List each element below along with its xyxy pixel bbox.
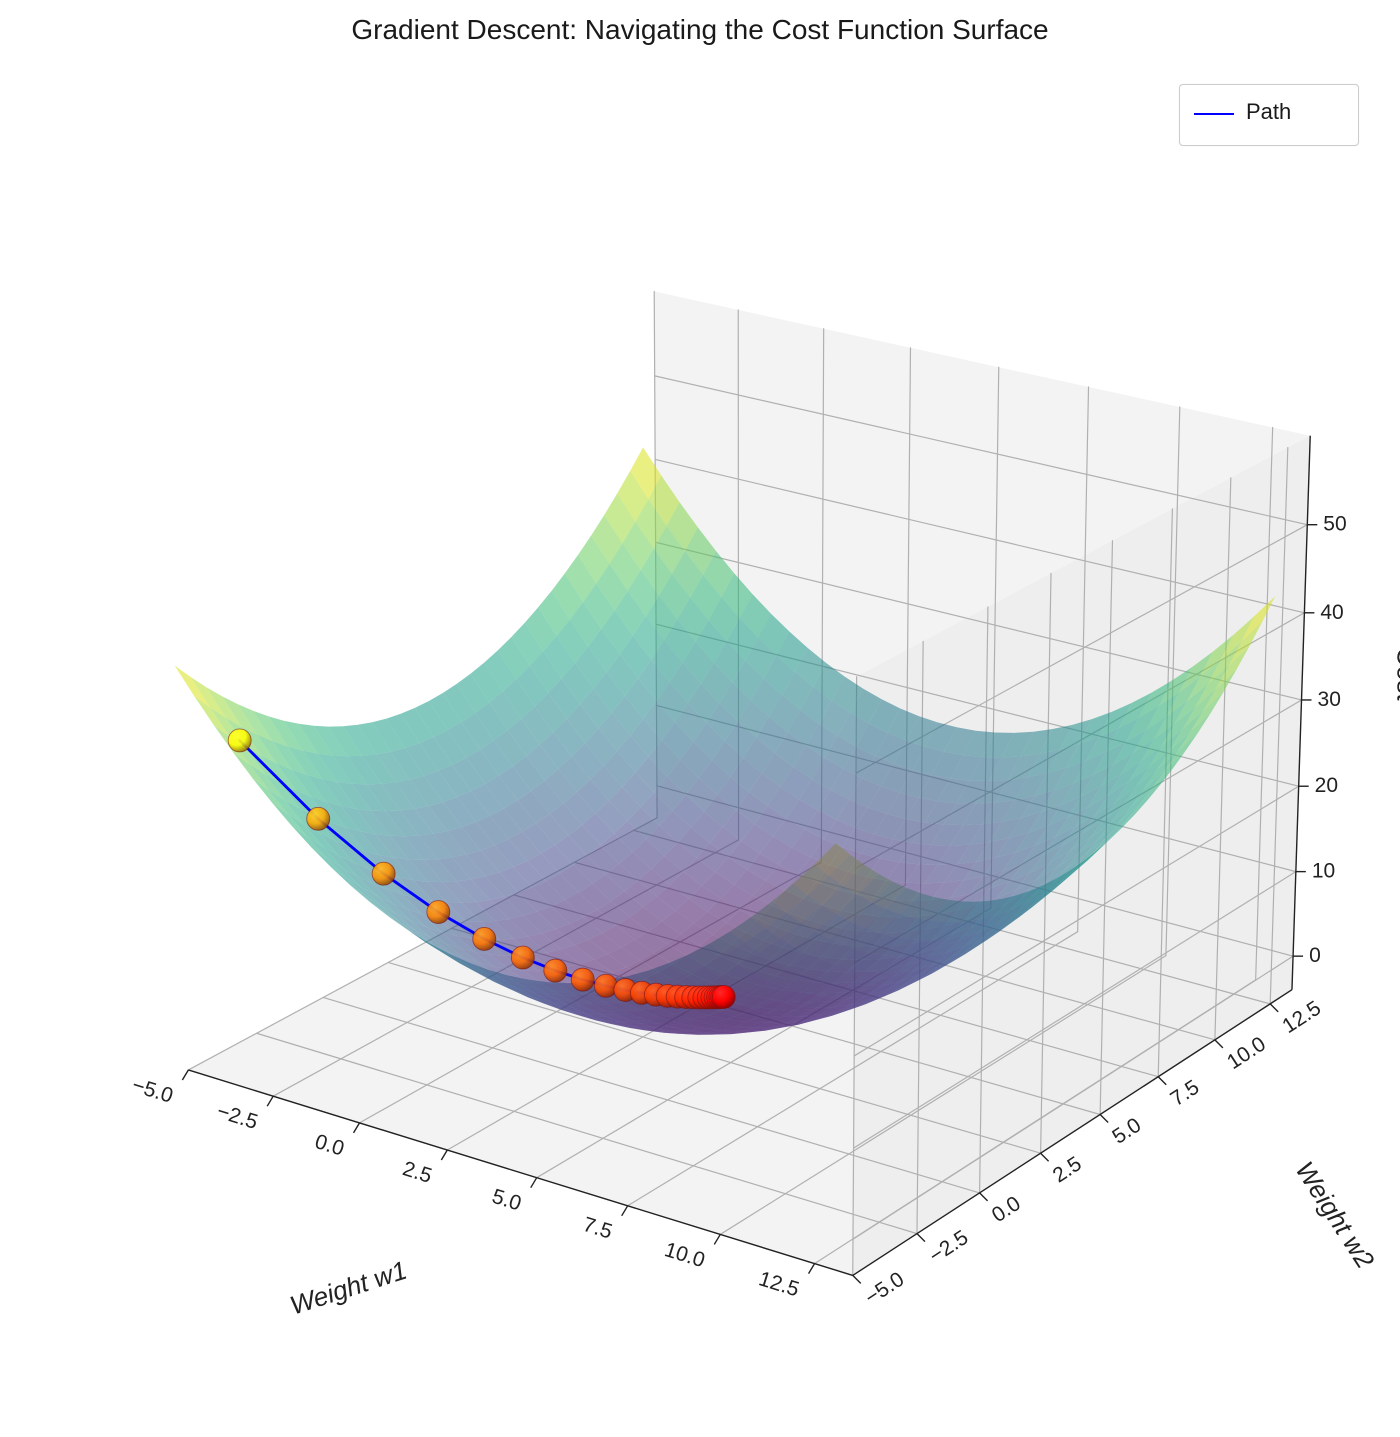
svg-text:10.0: 10.0 xyxy=(1223,1032,1270,1074)
svg-text:7.5: 7.5 xyxy=(1166,1076,1203,1111)
svg-text:0.0: 0.0 xyxy=(312,1130,347,1161)
svg-text:40: 40 xyxy=(1320,601,1343,624)
svg-text:7.5: 7.5 xyxy=(580,1213,615,1244)
svg-text:50: 50 xyxy=(1323,513,1346,536)
svg-text:2.5: 2.5 xyxy=(1049,1152,1086,1187)
svg-text:20: 20 xyxy=(1315,774,1338,797)
svg-text:5.0: 5.0 xyxy=(1108,1113,1145,1148)
svg-text:10: 10 xyxy=(1312,860,1335,883)
svg-text:12.5: 12.5 xyxy=(1278,996,1325,1038)
svg-text:−5.0: −5.0 xyxy=(129,1074,175,1108)
svg-text:5.0: 5.0 xyxy=(489,1185,524,1216)
svg-text:30: 30 xyxy=(1318,688,1341,711)
svg-text:Weight w2: Weight w2 xyxy=(1290,1156,1381,1274)
svg-text:2.5: 2.5 xyxy=(400,1157,435,1188)
svg-text:−2.5: −2.5 xyxy=(214,1100,260,1134)
svg-text:0.0: 0.0 xyxy=(988,1192,1025,1227)
svg-text:10.0: 10.0 xyxy=(662,1238,708,1272)
svg-text:−5.0: −5.0 xyxy=(861,1268,908,1310)
svg-text:−2.5: −2.5 xyxy=(925,1226,972,1268)
svg-text:0: 0 xyxy=(1309,944,1321,967)
svg-text:Weight w1: Weight w1 xyxy=(286,1255,410,1321)
svg-text:Cost: Cost xyxy=(1391,647,1400,701)
svg-text:12.5: 12.5 xyxy=(756,1267,802,1301)
